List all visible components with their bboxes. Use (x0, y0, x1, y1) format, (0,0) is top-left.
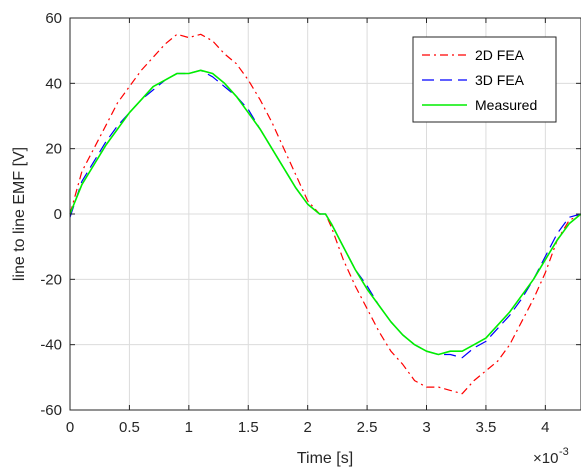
x-tick-label: 2.5 (357, 419, 378, 436)
x-tick-label: 2 (304, 419, 312, 436)
x-tick-label: 3.5 (476, 419, 497, 436)
y-axis-title: line to line EMF [V] (11, 147, 28, 281)
legend-label: 3D FEA (475, 72, 525, 88)
x-tick-label: 0.5 (119, 419, 140, 436)
y-tick-label: 60 (45, 10, 62, 27)
x-tick-label: 3 (422, 419, 430, 436)
x-axis-multiplier: ×10 -3 (533, 446, 569, 467)
x-tick-label: 0 (66, 419, 74, 436)
y-tick-label: -60 (40, 402, 62, 419)
y-tick-label: -40 (40, 337, 62, 354)
y-tick-label: 20 (45, 141, 62, 158)
x-axis-title: Time [s] (297, 450, 353, 467)
legend-label: Measured (475, 97, 537, 113)
x-multiplier-exponent: -3 (559, 446, 569, 458)
legend-label: 2D FEA (475, 47, 525, 63)
legend: 2D FEA 3D FEA Measured (412, 36, 557, 123)
y-tick-label: 40 (45, 75, 62, 92)
tick-labels: 0 0.5 1 1.5 2 2.5 3 3.5 4 -60 -40 -20 0 20 40 60 (40, 10, 549, 436)
ticks (69, 17, 581, 411)
x-tick-label: 1.5 (238, 419, 259, 436)
x-tick-label: 1 (185, 419, 193, 436)
y-tick-label: -20 (40, 271, 62, 288)
series-line-measured (69, 69, 581, 356)
x-tick-label: 4 (541, 419, 549, 436)
x-multiplier-base: ×10 (533, 450, 558, 467)
y-tick-label: 0 (54, 206, 62, 223)
series-layer (69, 33, 581, 395)
legend-box (412, 36, 557, 123)
